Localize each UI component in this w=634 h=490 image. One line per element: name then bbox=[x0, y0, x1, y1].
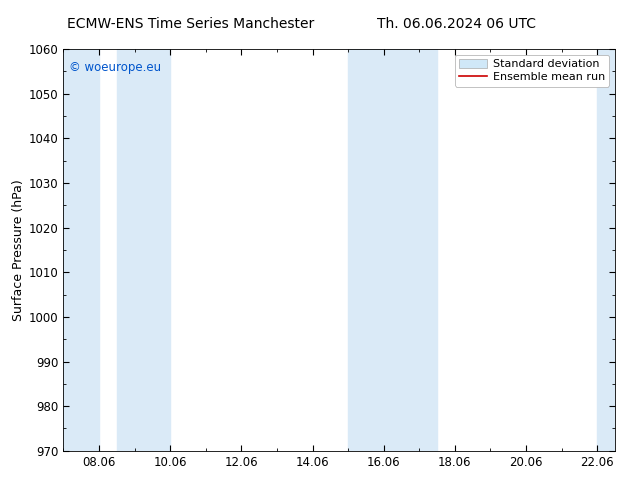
Legend: Standard deviation, Ensemble mean run: Standard deviation, Ensemble mean run bbox=[455, 54, 609, 87]
Bar bbox=[117, 49, 170, 451]
Bar bbox=[597, 49, 615, 451]
Y-axis label: Surface Pressure (hPa): Surface Pressure (hPa) bbox=[11, 179, 25, 321]
Bar bbox=[63, 49, 99, 451]
Text: Th. 06.06.2024 06 UTC: Th. 06.06.2024 06 UTC bbox=[377, 17, 536, 31]
Bar bbox=[401, 49, 437, 451]
Bar bbox=[348, 49, 401, 451]
Text: © woeurope.eu: © woeurope.eu bbox=[69, 61, 161, 74]
Text: ECMW-ENS Time Series Manchester: ECMW-ENS Time Series Manchester bbox=[67, 17, 314, 31]
